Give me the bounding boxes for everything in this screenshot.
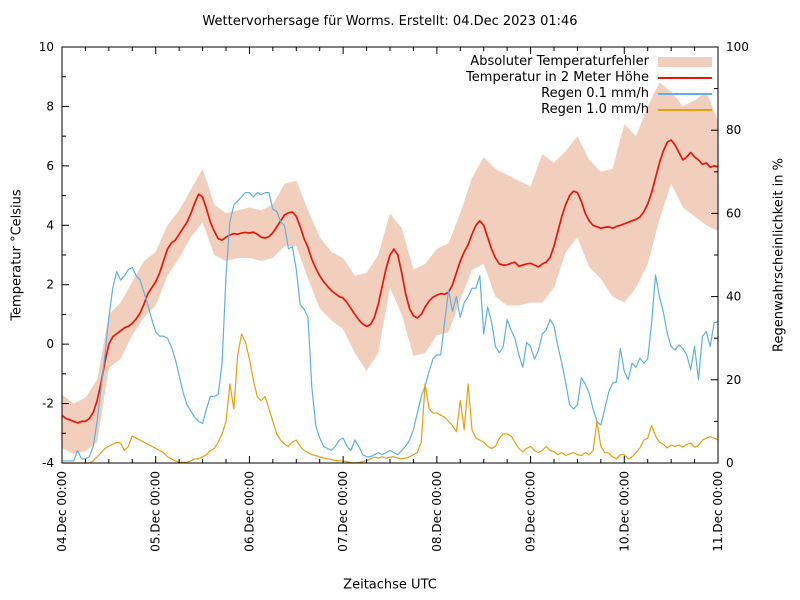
- x-tick-label: 07.Dec 00:00: [336, 471, 350, 552]
- legend-line-swatch: [658, 92, 712, 95]
- legend-label: Temperatur in 2 Meter Höhe: [466, 70, 649, 85]
- y-right-tick-label: 40: [726, 290, 741, 304]
- y-left-axis-title: Temperatur °Celsius: [9, 189, 25, 321]
- y-right-tick-label: 60: [726, 206, 741, 220]
- x-tick-label: 11.Dec 00:00: [711, 471, 725, 552]
- y-left-tick-label: 0: [46, 337, 54, 351]
- y-left-tick-label: 8: [46, 99, 54, 113]
- y-left-tick-label: 10: [39, 40, 54, 54]
- legend-entry: Absoluter Temperaturfehler: [466, 54, 712, 69]
- x-tick-label: 08.Dec 00:00: [430, 471, 444, 552]
- legend-entry: Temperatur in 2 Meter Höhe: [466, 70, 712, 85]
- y-right-axis-title: Regenwahrscheinlichkeit in %: [771, 158, 787, 352]
- chart-title: Wettervorhersage für Worms. Erstellt: 04…: [202, 14, 578, 29]
- x-tick-label: 04.Dec 00:00: [55, 471, 69, 552]
- y-right-tick-label: 100: [726, 40, 749, 54]
- legend-entry: Regen 1.0 mm/h: [466, 102, 712, 117]
- x-tick-label: 05.Dec 00:00: [149, 471, 163, 552]
- rain-10-line: [62, 333, 719, 464]
- y-left-tick-label: -2: [42, 397, 54, 411]
- y-right-tick-label: 80: [726, 123, 741, 137]
- x-tick-label: 09.Dec 00:00: [524, 471, 538, 552]
- legend-line-swatch: [658, 76, 712, 79]
- legend-label: Absoluter Temperaturfehler: [470, 54, 649, 69]
- legend-entry: Regen 0.1 mm/h: [466, 86, 712, 101]
- y-left-tick-label: -4: [42, 456, 54, 470]
- temperature-line: [61, 139, 719, 424]
- legend-label: Regen 0.1 mm/h: [541, 86, 649, 101]
- legend-label: Regen 1.0 mm/h: [541, 102, 649, 117]
- legend-line-swatch: [658, 108, 712, 111]
- x-axis-title: Zeitachse UTC: [343, 577, 437, 593]
- legend: Absoluter Temperaturfehler Temperatur in …: [466, 54, 712, 117]
- y-right-tick-label: 0: [726, 456, 734, 470]
- y-right-tick-label: 20: [726, 373, 741, 387]
- x-tick-label: 10.Dec 00:00: [617, 471, 631, 552]
- legend-band-swatch: [658, 56, 712, 67]
- y-left-tick-label: 4: [46, 218, 54, 232]
- error-band: [62, 82, 718, 455]
- rain-01-line: [62, 192, 719, 462]
- y-left-tick-label: 2: [46, 278, 54, 292]
- x-tick-label: 06.Dec 00:00: [242, 471, 256, 552]
- y-left-tick-label: 6: [46, 159, 54, 173]
